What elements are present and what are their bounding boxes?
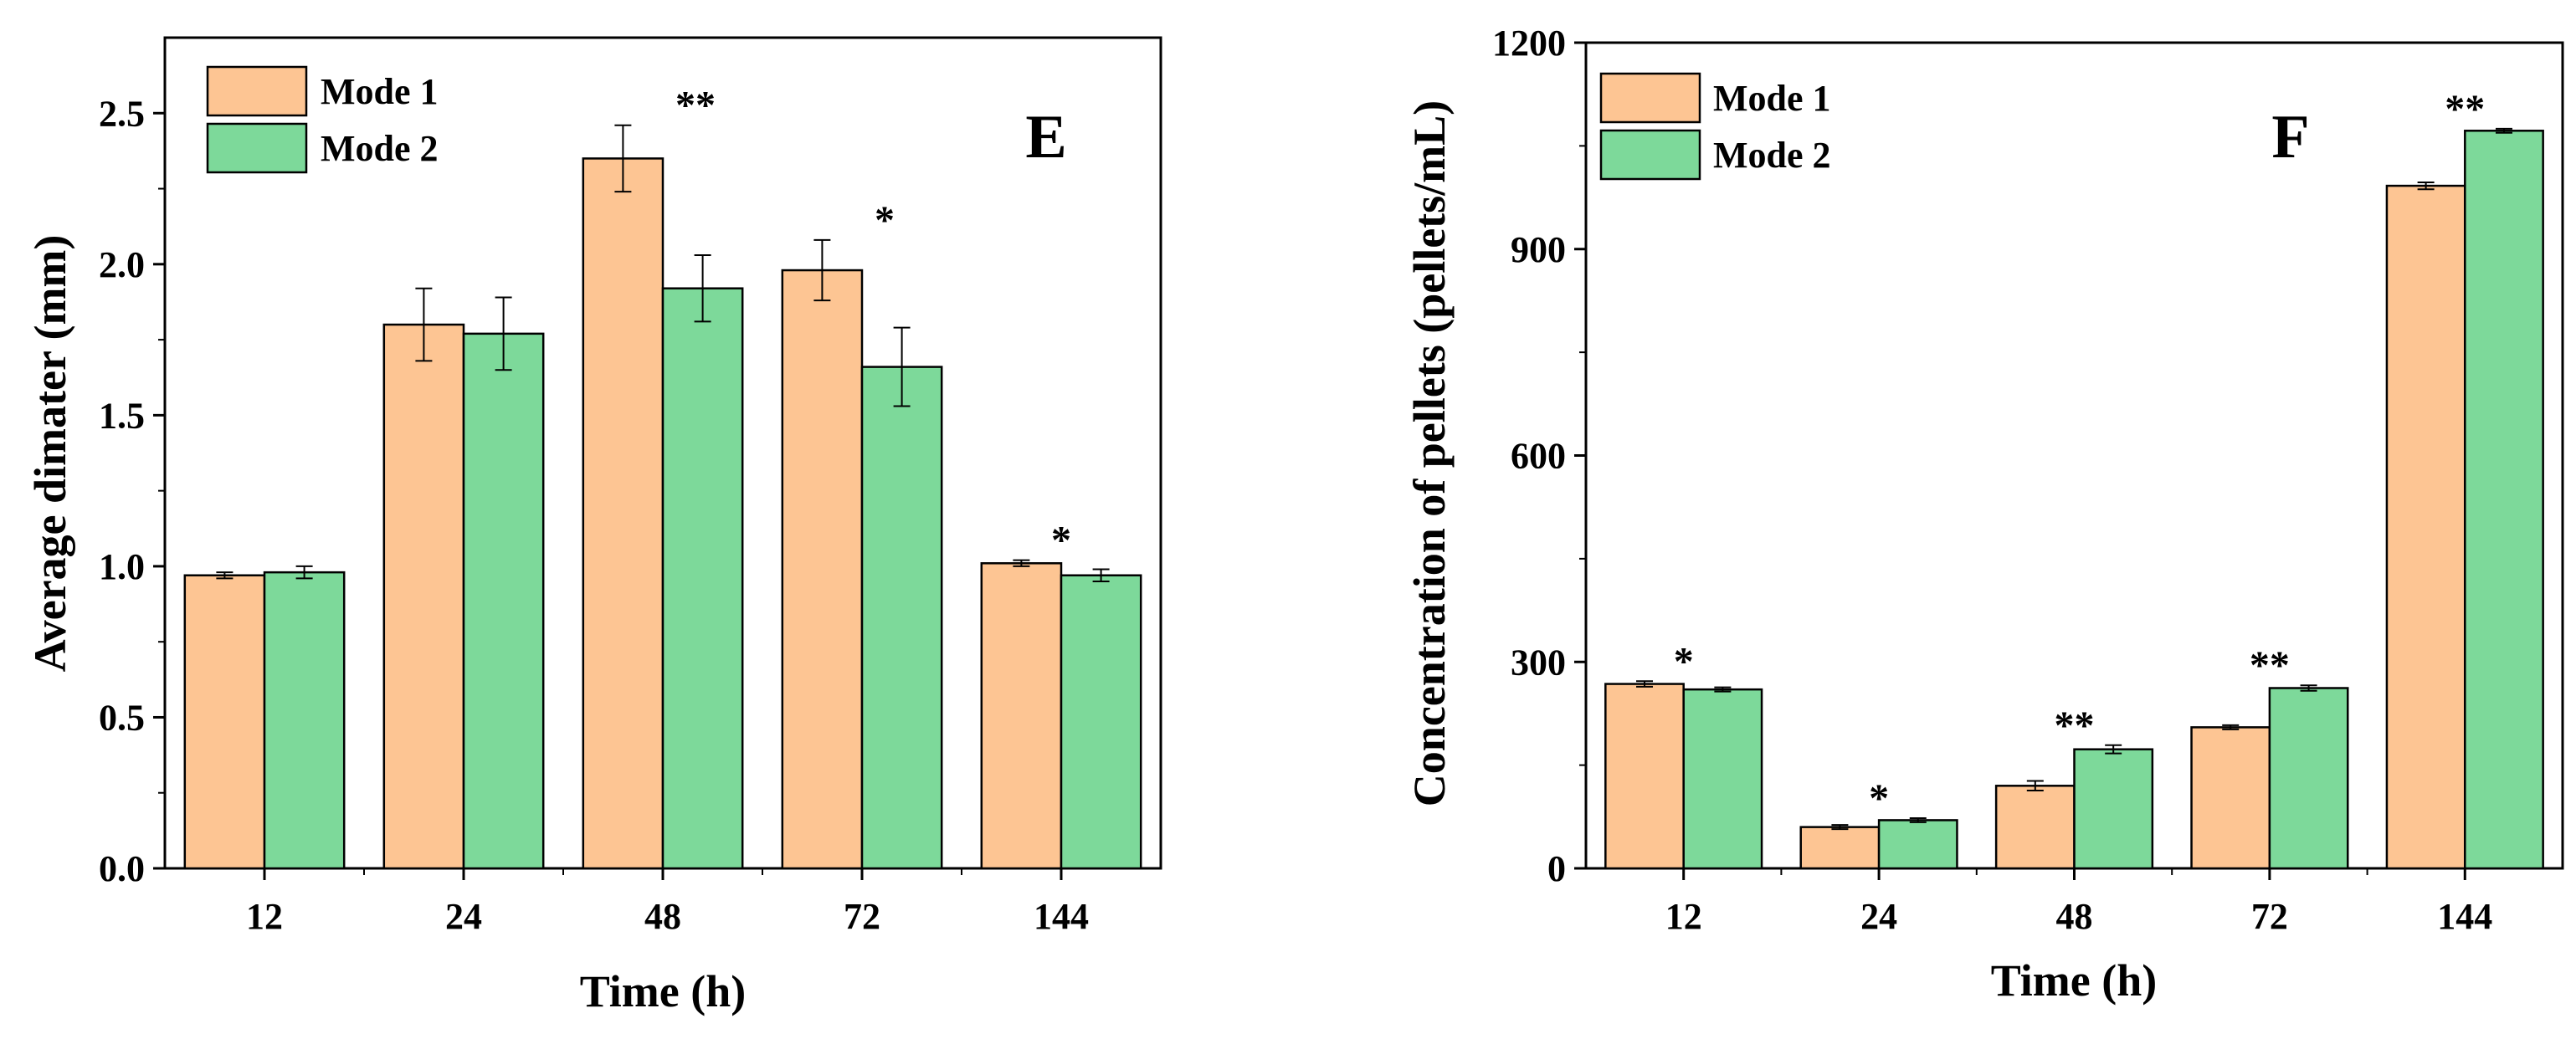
y-tick-label: 0 [1547,848,1566,889]
significance-marker: ** [675,84,716,128]
bar-mode2 [2268,687,2349,870]
x-tick-label: 48 [644,896,681,937]
x-tick-label: 24 [445,896,482,937]
legend: Mode 1 Mode 2 [1599,72,1831,181]
bar-mode2 [860,366,943,870]
significance-marker: ** [2445,87,2485,131]
x-tick-label: 12 [1665,896,1702,937]
x-tick-label: 24 [1860,896,1897,937]
bar-mode1 [183,574,266,870]
panel-label: F [2271,103,2309,171]
x-tick-label: 48 [2056,896,2093,937]
x-axis-label: Time (h) [1991,955,2158,1006]
y-tick-label: 600 [1511,436,1566,477]
y-axis-label: Concentration of pellets (pellets/mL) [1404,100,1455,806]
y-axis-label: Average dimater (mm) [25,235,75,673]
y-tick-label: 1.0 [99,546,145,587]
bar-mode2 [263,571,346,870]
legend-label: Mode 2 [1713,135,1831,176]
significance-marker: * [1869,776,1889,821]
x-tick-label: 72 [844,896,880,937]
y-tick-label: 0.0 [99,848,145,889]
chart-panel-e: 0.0 0.5 1.0 1.5 2.0 2.5 12 24 48 ** 72 * 144 * Time (h… [25,36,1162,1016]
panel-label: E [1025,103,1066,171]
legend-swatch-mode1 [1599,72,1701,124]
legend-label: Mode 1 [321,71,439,112]
y-tick-label: 1.5 [99,395,145,436]
chart-panel-f: 0 300 600 900 1200 12 * 24 * 48 ** 72 ** 144 ** Time (h… [1404,23,2564,1006]
bar-mode1 [582,157,665,870]
significance-marker: * [1674,639,1694,683]
x-axis-label: Time (h) [580,966,747,1016]
y-tick-label: 2.5 [99,93,145,134]
legend-label: Mode 1 [1713,78,1831,119]
bar-mode1 [781,269,864,870]
bar-mode2 [2073,748,2154,870]
bar-mode2 [2464,130,2544,870]
significance-marker: * [1051,519,1071,563]
bar-mode1 [1799,826,1881,870]
y-tick-label: 300 [1511,642,1566,683]
legend: Mode 1 Mode 2 [206,65,439,174]
legend-label: Mode 2 [321,128,439,169]
y-tick-label: 2.0 [99,244,145,285]
y-tick-label: 1200 [1492,23,1566,64]
bar-mode2 [1060,574,1142,870]
legend-swatch-mode1 [206,65,308,117]
bar-mode1 [1604,683,1685,870]
bar-mode2 [661,287,744,870]
bar-mode1 [2190,726,2271,870]
bar-mode2 [1682,688,1763,870]
bar-mode2 [462,332,545,870]
bar-mode1 [2385,184,2466,870]
significance-marker: ** [2055,704,2095,748]
x-tick-label: 12 [246,896,283,937]
legend-swatch-mode2 [1599,129,1701,181]
y-tick-label: 0.5 [99,697,145,738]
bar-mode1 [1994,785,2076,870]
x-tick-label: 144 [2437,896,2492,937]
bar-mode1 [980,562,1063,870]
significance-marker: * [875,198,895,243]
x-tick-label: 144 [1034,896,1089,937]
x-tick-label: 72 [2251,896,2288,937]
legend-swatch-mode2 [206,122,308,174]
significance-marker: ** [2250,643,2290,688]
y-tick-label: 900 [1511,229,1566,270]
bar-mode1 [382,323,465,870]
bar-mode2 [1877,819,1958,870]
